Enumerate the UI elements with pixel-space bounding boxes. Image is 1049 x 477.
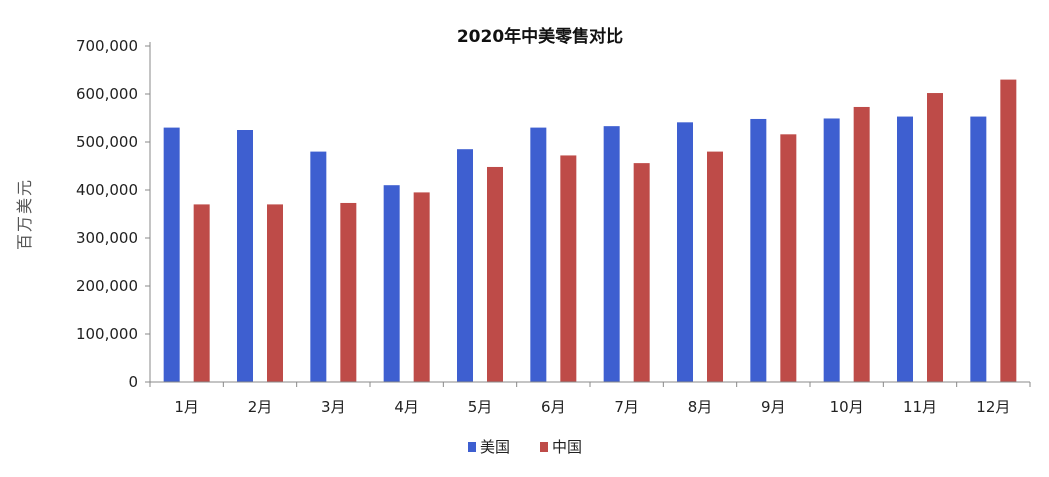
x-tick-label: 12月 [976, 398, 1010, 416]
legend-label-china: 中国 [552, 438, 582, 456]
x-tick-label: 4月 [394, 398, 419, 416]
bar-china-5 [487, 166, 503, 382]
bar-us-9 [750, 118, 767, 383]
y-tick-label: 0 [128, 373, 138, 391]
y-axis-label: 百万美元 [15, 178, 34, 250]
bar-us-7 [603, 126, 620, 382]
x-tick-label: 5月 [468, 398, 493, 416]
bar-us-6 [530, 127, 547, 382]
bar-china-1 [193, 204, 210, 382]
bar-china-8 [707, 151, 723, 382]
bar-china-2 [267, 204, 283, 382]
bar-us-1 [163, 127, 180, 382]
x-tick-label: 3月 [321, 398, 346, 416]
x-tick-label: 9月 [761, 398, 786, 416]
x-tick-label: 10月 [830, 398, 864, 416]
bar-series-group [163, 79, 1017, 383]
bar-us-3 [310, 151, 327, 382]
bar-china-12 [1000, 79, 1017, 382]
y-tick-label: 100,000 [76, 325, 138, 343]
legend-swatch-us [468, 442, 476, 452]
y-tick-label: 200,000 [76, 277, 138, 295]
y-tick-label: 500,000 [76, 133, 138, 151]
bar-us-12 [970, 116, 987, 382]
bar-us-5 [457, 149, 473, 382]
x-tick-label: 11月 [903, 398, 937, 416]
y-tick-label: 300,000 [76, 229, 138, 247]
bar-us-8 [677, 122, 693, 382]
bar-us-2 [237, 130, 253, 382]
x-axis: 1月 2月 3月 4月 5月 6月 7月 8月 9月 10月 11月 12月 [149, 381, 1031, 416]
y-tick-label: 700,000 [76, 37, 138, 55]
x-tick-label: 1月 [174, 398, 199, 416]
bar-china-3 [340, 202, 357, 382]
legend-label-us: 美国 [480, 438, 510, 456]
bar-china-6 [560, 155, 577, 382]
bar-china-7 [633, 163, 650, 382]
bar-us-4 [383, 185, 400, 382]
chart-title: 2020年中美零售对比 [457, 26, 623, 47]
bar-china-11 [927, 93, 943, 382]
y-axis: 0 100,000 200,000 300,000 400,000 500,000 600,… [76, 37, 151, 391]
bar-china-9 [780, 134, 797, 382]
legend-swatch-china [540, 442, 548, 452]
x-tick-label: 2月 [248, 398, 273, 416]
legend: 美国 中国 [468, 438, 582, 456]
y-tick-label: 400,000 [76, 181, 138, 199]
y-tick-label: 600,000 [76, 85, 138, 103]
bar-us-11 [897, 116, 913, 382]
x-tick-label: 7月 [614, 398, 639, 416]
x-tick-label: 8月 [688, 398, 713, 416]
bar-us-10 [823, 118, 840, 382]
x-tick-label: 6月 [541, 398, 566, 416]
bar-china-10 [853, 106, 870, 383]
bar-china-4 [413, 192, 430, 382]
